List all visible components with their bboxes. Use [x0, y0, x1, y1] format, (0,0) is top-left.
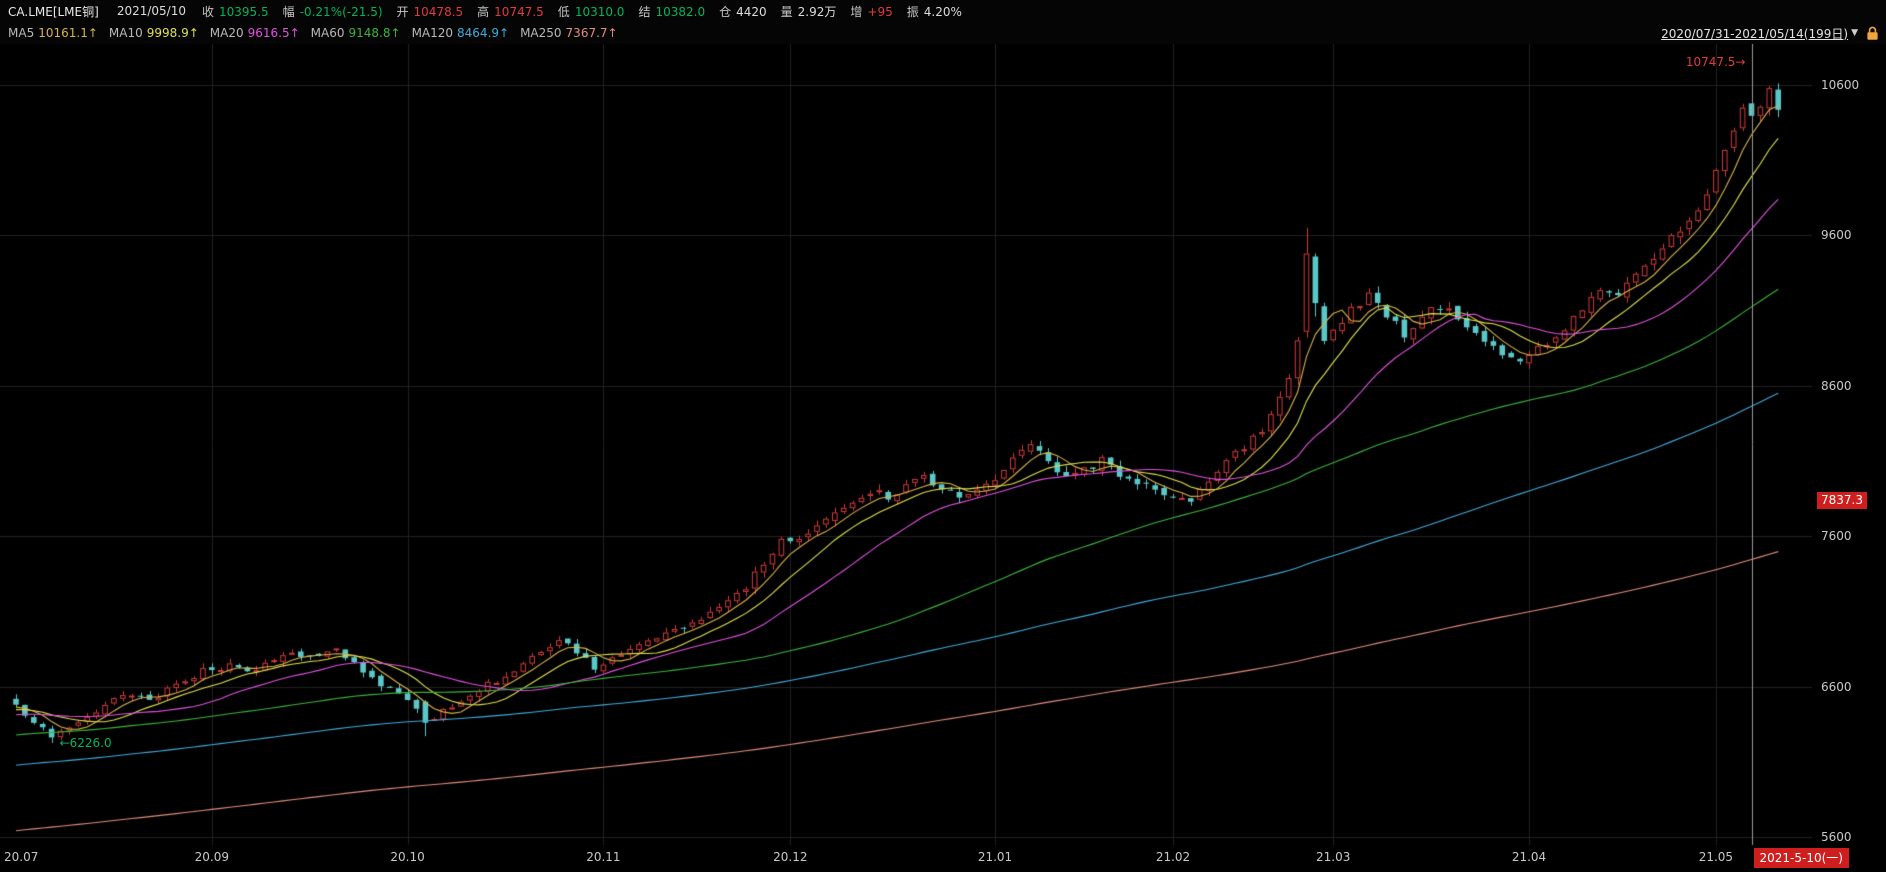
field-change: 幅 -0.21%(-21.5): [283, 3, 383, 20]
field-open-interest: 仓 4420: [719, 3, 767, 20]
x-axis-month-label: 21.04: [1511, 850, 1547, 864]
x-axis-month-label: 21.03: [1316, 850, 1351, 864]
field-low: 低 10310.0: [558, 3, 625, 20]
field-change-label: 幅: [282, 4, 295, 19]
ma60-readout: MA60 9148.8↑: [311, 26, 401, 40]
field-open-interest-label: 仓: [719, 4, 732, 19]
field-volume-label: 量: [780, 4, 793, 19]
candlestick-chart-canvas[interactable]: [0, 44, 1886, 872]
ma10-readout: MA10 9998.9↑: [109, 26, 199, 40]
ma60-label: MA60: [310, 26, 345, 40]
high-price-annotation: 10747.5→: [1685, 54, 1746, 69]
field-oi-change: 增 +95: [850, 3, 892, 20]
x-axis-month-label: 20.11: [586, 850, 621, 864]
field-settle-label: 结: [638, 4, 651, 19]
x-axis-month-label: 20.07: [4, 850, 39, 864]
ma20-label: MA20: [209, 26, 244, 40]
field-amplitude: 振 4.20%: [907, 3, 962, 20]
ma120-readout: MA120 8464.9↑: [412, 26, 510, 40]
x-axis-month-label: 20.10: [390, 850, 425, 864]
field-amplitude-label: 振: [906, 4, 919, 19]
field-settle: 结 10382.0: [638, 3, 705, 20]
ma120-value: 8464.9↑: [457, 26, 510, 40]
y-axis-price-label: 7600: [1821, 529, 1852, 544]
ma120-label: MA120: [411, 26, 454, 40]
field-low-value: 10310.0: [574, 4, 625, 19]
field-oi-change-label: 增: [850, 4, 863, 19]
ma5-label: MA5: [8, 26, 35, 40]
ma250-value: 7367.7↑: [565, 26, 618, 40]
field-close: 收 10395.5: [202, 3, 269, 20]
ma250-label: MA250: [520, 26, 562, 40]
x-axis-month-label: 21.01: [977, 850, 1013, 864]
field-close-value: 10395.5: [219, 4, 269, 19]
ma250-readout: MA250 7367.7↑: [520, 26, 618, 40]
field-open-label: 开: [396, 4, 409, 19]
field-settle-value: 10382.0: [655, 4, 706, 19]
chart-area: 10600 9600 8600 7600 6600 5600 20.07 20.09 20.10…: [0, 44, 1886, 872]
low-price-annotation: ←6226.0: [59, 735, 112, 750]
chevron-down-icon[interactable]: ▼: [1851, 28, 1858, 38]
y-axis-price-label: 5600: [1821, 830, 1852, 845]
field-oi-change-value: +95: [867, 4, 893, 19]
field-open-interest-value: 4420: [736, 4, 767, 19]
ma5-value: 10161.1↑: [38, 26, 98, 40]
field-open: 开 10478.5: [397, 3, 464, 20]
date-range-text[interactable]: 2020/07/31-2021/05/14(199日): [1661, 26, 1849, 41]
x-axis-month-label: 20.09: [194, 850, 229, 864]
ma60-value: 9148.8↑: [348, 26, 401, 40]
crosshair-price-tag: 7837.3: [1817, 491, 1867, 509]
field-low-label: 低: [557, 4, 570, 19]
ma20-value: 9616.5↑: [247, 26, 300, 40]
x-axis-month-label: 20.12: [773, 850, 808, 864]
quote-date: 2021/05/10: [116, 4, 186, 18]
ma20-readout: MA20 9616.5↑: [210, 26, 300, 40]
y-axis-price-label: 10600: [1821, 78, 1860, 93]
field-amplitude-value: 4.20%: [923, 4, 962, 19]
field-volume: 量 2.92万: [781, 3, 837, 20]
field-change-value: -0.21%(-21.5): [299, 4, 383, 19]
lock-icon[interactable]: [1866, 26, 1879, 41]
x-axis-month-label: 21.05: [1698, 850, 1734, 864]
field-close-label: 收: [201, 4, 214, 19]
quote-header-bar: CA.LME[LME铜] 2021/05/10 收 10395.5 幅 -0.21%…: [0, 0, 1886, 22]
field-high: 高 10747.5: [477, 3, 544, 20]
field-open-value: 10478.5: [413, 4, 464, 19]
symbol-name[interactable]: CA.LME[LME铜]: [8, 4, 99, 19]
crosshair-date-tag: 2021-5-10(一): [1753, 848, 1849, 868]
ma-indicator-bar: MA5 10161.1↑ MA10 9998.9↑ MA20 9616.5↑ MA60…: [0, 22, 1886, 44]
y-axis-price-label: 6600: [1821, 679, 1852, 694]
y-axis-price-label: 9600: [1821, 228, 1852, 243]
x-axis-month-label: 21.02: [1155, 850, 1191, 864]
field-high-value: 10747.5: [494, 4, 544, 19]
ma5-readout: MA5 10161.1↑: [8, 26, 98, 40]
y-axis-price-label: 8600: [1821, 378, 1852, 393]
ma10-label: MA10: [108, 26, 143, 40]
field-high-label: 高: [477, 4, 490, 19]
ma10-value: 9998.9↑: [146, 26, 199, 40]
field-volume-value: 2.92万: [797, 4, 837, 19]
date-range-selector[interactable]: 2020/07/31-2021/05/14(199日) ▼: [1661, 22, 1858, 44]
